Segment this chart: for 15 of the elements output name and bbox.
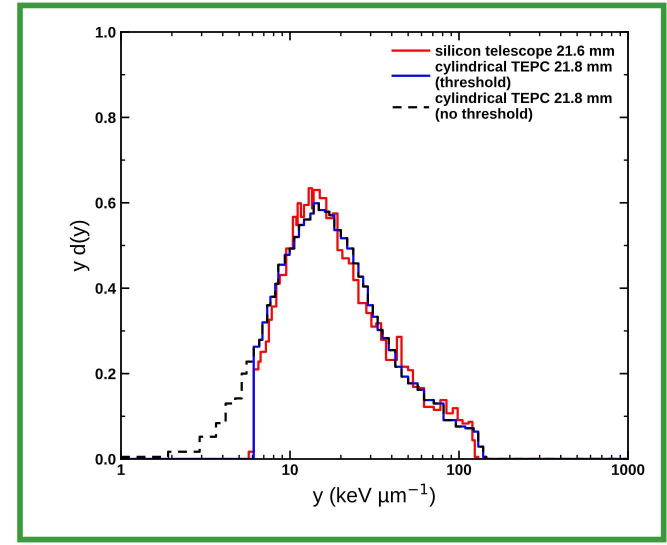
y-tick-label: 0.0 [96,454,116,465]
x-tick-label: 100 [447,464,472,476]
y-tick-label: 1.0 [96,26,116,38]
y-tick-label: 0.8 [96,112,116,124]
y-axis-title: y d(y) [70,220,90,272]
legend-label: silicon telescope 21.6 mm [435,45,614,59]
y-tick-label: 0.2 [96,368,116,380]
x-axis-title: y (keV µm$^{−1}$) [312,484,435,507]
x-tick-label: 10 [282,464,298,476]
x-tick-label: 1 [118,464,125,475]
x-tick-label: 1000 [612,464,644,476]
legend-label: cylindrical TEPC 21.8 mm (threshold) [436,60,612,90]
y-tick-label: 0.6 [96,198,116,208]
legend-label: cylindrical TEPC 21.8 mm (no threshold) [436,92,612,122]
y-tick-label: 0.4 [96,283,116,294]
